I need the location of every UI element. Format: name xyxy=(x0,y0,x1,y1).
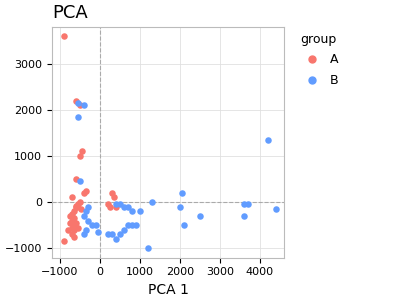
A xyxy=(109,191,115,195)
A xyxy=(61,33,67,38)
A xyxy=(77,200,83,205)
A xyxy=(69,211,75,216)
B xyxy=(83,227,89,232)
A xyxy=(81,191,87,195)
B xyxy=(121,204,127,209)
A xyxy=(77,154,83,158)
B xyxy=(85,204,91,209)
B xyxy=(77,179,83,184)
B xyxy=(181,223,187,228)
A xyxy=(83,188,89,193)
B xyxy=(113,237,119,242)
A xyxy=(78,207,84,211)
A xyxy=(73,221,79,225)
B xyxy=(241,202,247,207)
A xyxy=(61,239,67,244)
B xyxy=(105,232,111,237)
B xyxy=(109,232,115,237)
B xyxy=(245,202,251,207)
X-axis label: PCA 1: PCA 1 xyxy=(148,283,188,296)
B xyxy=(83,209,89,214)
B xyxy=(117,232,123,237)
A xyxy=(71,216,77,221)
A xyxy=(73,98,79,103)
B xyxy=(125,204,131,209)
B xyxy=(129,209,135,214)
B xyxy=(81,103,87,107)
A xyxy=(71,223,77,228)
B xyxy=(133,223,139,228)
A xyxy=(79,149,85,154)
B xyxy=(137,209,143,214)
B xyxy=(121,227,127,232)
A xyxy=(67,214,73,218)
B xyxy=(145,246,151,251)
B xyxy=(81,232,87,237)
B xyxy=(93,223,99,228)
A xyxy=(69,232,75,237)
A xyxy=(74,204,80,209)
A xyxy=(75,225,81,230)
B xyxy=(95,230,101,234)
B xyxy=(75,114,81,119)
B xyxy=(113,202,119,207)
A xyxy=(71,234,77,239)
B xyxy=(177,204,183,209)
A xyxy=(69,218,75,223)
B xyxy=(129,223,135,228)
B xyxy=(179,191,185,195)
A xyxy=(69,225,75,230)
A xyxy=(113,204,119,209)
Legend: A, B: A, B xyxy=(300,33,338,87)
B xyxy=(125,223,131,228)
A xyxy=(77,103,83,107)
B xyxy=(75,100,81,105)
A xyxy=(75,202,81,207)
B xyxy=(117,202,123,207)
A xyxy=(73,204,79,209)
B xyxy=(81,214,87,218)
A xyxy=(69,195,75,200)
B xyxy=(85,218,91,223)
B xyxy=(273,207,279,211)
A xyxy=(67,221,73,225)
A xyxy=(105,202,111,207)
A xyxy=(71,227,77,232)
B xyxy=(241,214,247,218)
B xyxy=(265,137,271,142)
A xyxy=(111,195,117,200)
B xyxy=(89,223,95,228)
A xyxy=(107,204,113,209)
B xyxy=(197,214,203,218)
A xyxy=(71,209,77,214)
Text: PCA: PCA xyxy=(52,4,88,22)
A xyxy=(65,227,71,232)
B xyxy=(149,200,155,205)
A xyxy=(73,177,79,181)
A xyxy=(73,203,79,208)
